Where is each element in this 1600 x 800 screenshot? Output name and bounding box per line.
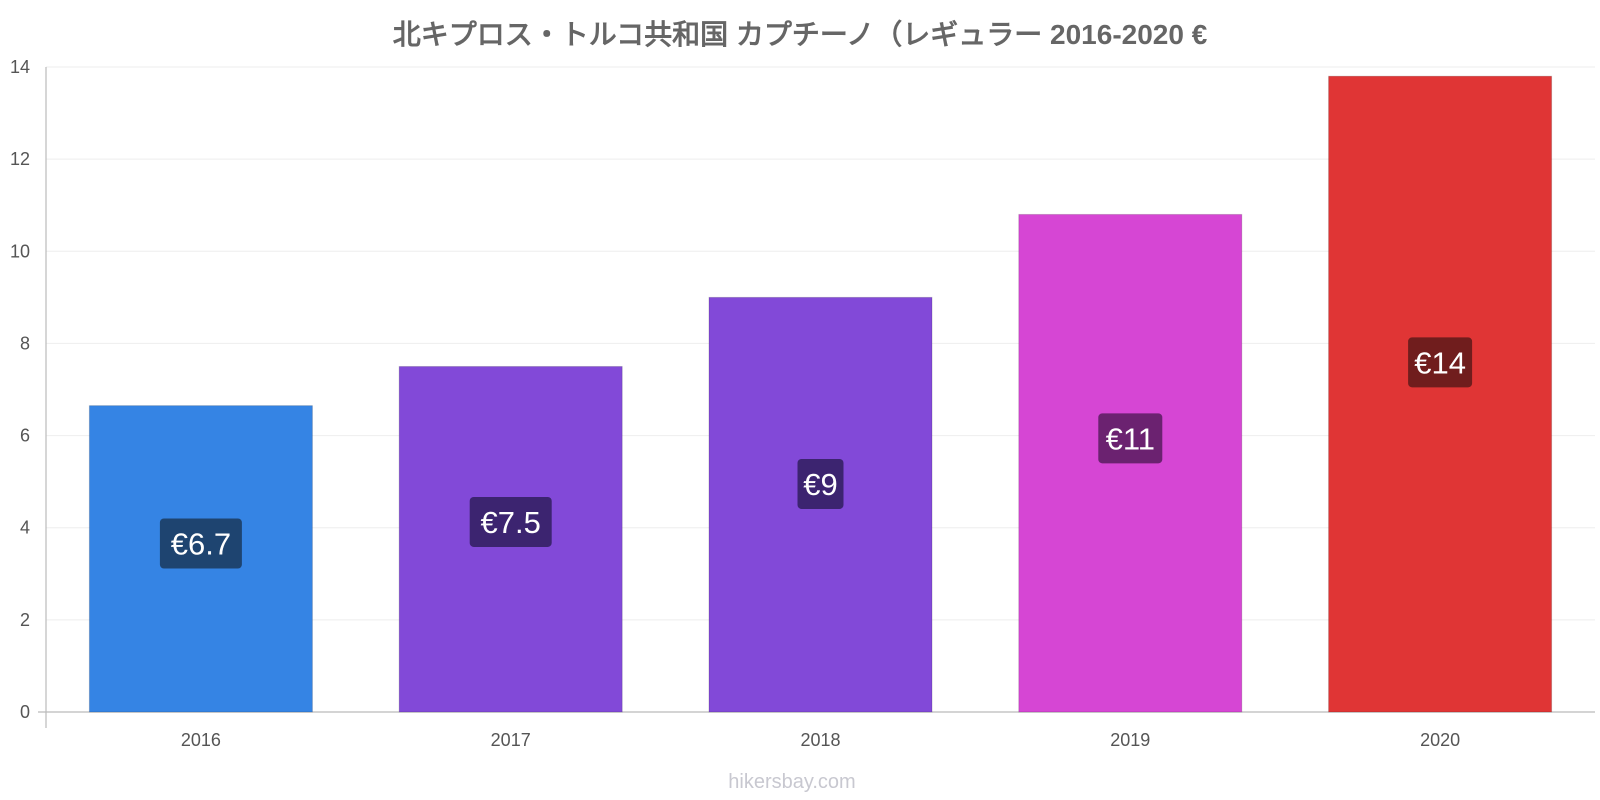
y-tick-label: 2 bbox=[20, 610, 30, 630]
data-label: €11 bbox=[1106, 421, 1155, 456]
data-label-box bbox=[469, 496, 552, 547]
x-tick-label: 2017 bbox=[491, 730, 531, 750]
data-label: €6.7 bbox=[171, 526, 231, 561]
x-tick-label: 2019 bbox=[1110, 730, 1150, 750]
bars bbox=[88, 75, 1553, 713]
data-label-box bbox=[1098, 413, 1163, 464]
bar-2020 bbox=[1328, 75, 1553, 713]
y-tick-label: 6 bbox=[20, 426, 30, 446]
x-tick-label: 2016 bbox=[181, 730, 221, 750]
y-tick-label: 14 bbox=[10, 57, 30, 77]
x-tick-label: 2018 bbox=[800, 730, 840, 750]
y-tick-label: 4 bbox=[20, 518, 30, 538]
x-tick-label: 2020 bbox=[1420, 730, 1460, 750]
data-label-box bbox=[797, 458, 844, 509]
bar-2016 bbox=[88, 405, 313, 713]
y-tick-labels: 0 2 4 6 8 10 12 14 bbox=[10, 57, 30, 722]
data-label: €7.5 bbox=[481, 505, 541, 540]
y-tick-label: 0 bbox=[20, 702, 30, 722]
data-label: €9 bbox=[803, 467, 837, 502]
data-labels: €6.7 €7.5 €9 €11 €14 bbox=[159, 337, 1473, 569]
x-tick-labels: 2016 2017 2018 2019 2020 bbox=[181, 730, 1460, 750]
chart-title: 北キプロス・トルコ共和国 カプチーノ（レギュラー 2016-2020 € bbox=[393, 18, 1208, 50]
watermark: hikersbay.com bbox=[728, 771, 855, 793]
data-label-box bbox=[1408, 337, 1473, 388]
data-label-box bbox=[159, 518, 242, 569]
y-tick-label: 8 bbox=[20, 333, 30, 353]
data-label: €14 bbox=[1414, 345, 1466, 380]
y-tick-label: 10 bbox=[10, 241, 30, 261]
y-tick-label: 12 bbox=[10, 149, 30, 169]
